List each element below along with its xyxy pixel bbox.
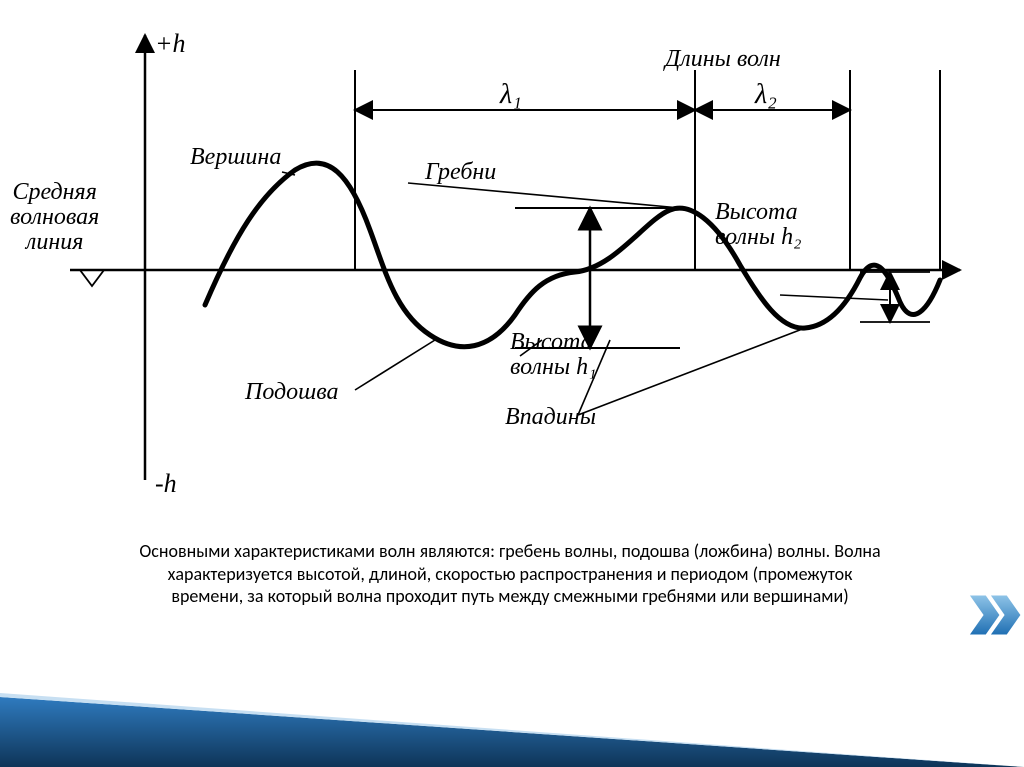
label-minus-h: -h: [155, 470, 177, 497]
label-vysota-h1: Высота волны h₁: [510, 330, 596, 380]
wave-diagram: +h -h Средняя волновая линия Вершина Гре…: [60, 10, 960, 510]
label-lambda1: λ₁: [500, 80, 522, 109]
footer-wedge: [0, 687, 1024, 767]
label-lambda2: λ₂: [755, 80, 777, 109]
label-plus-h: +h: [155, 30, 186, 57]
label-dliny: Длины волн: [665, 47, 781, 72]
label-vysota-h2: Высота волны h₂: [715, 200, 801, 250]
label-vershina: Вершина: [190, 145, 281, 170]
label-podoshva: Подошва: [245, 380, 339, 405]
chevron-right-icon[interactable]: [964, 590, 1024, 640]
caption-text: Основными характеристиками волн являются…: [130, 540, 890, 608]
label-vpadiny: Впадины: [505, 405, 596, 430]
label-grebni: Гребни: [425, 160, 496, 185]
label-mean-line: Средняя волновая линия: [10, 180, 99, 256]
